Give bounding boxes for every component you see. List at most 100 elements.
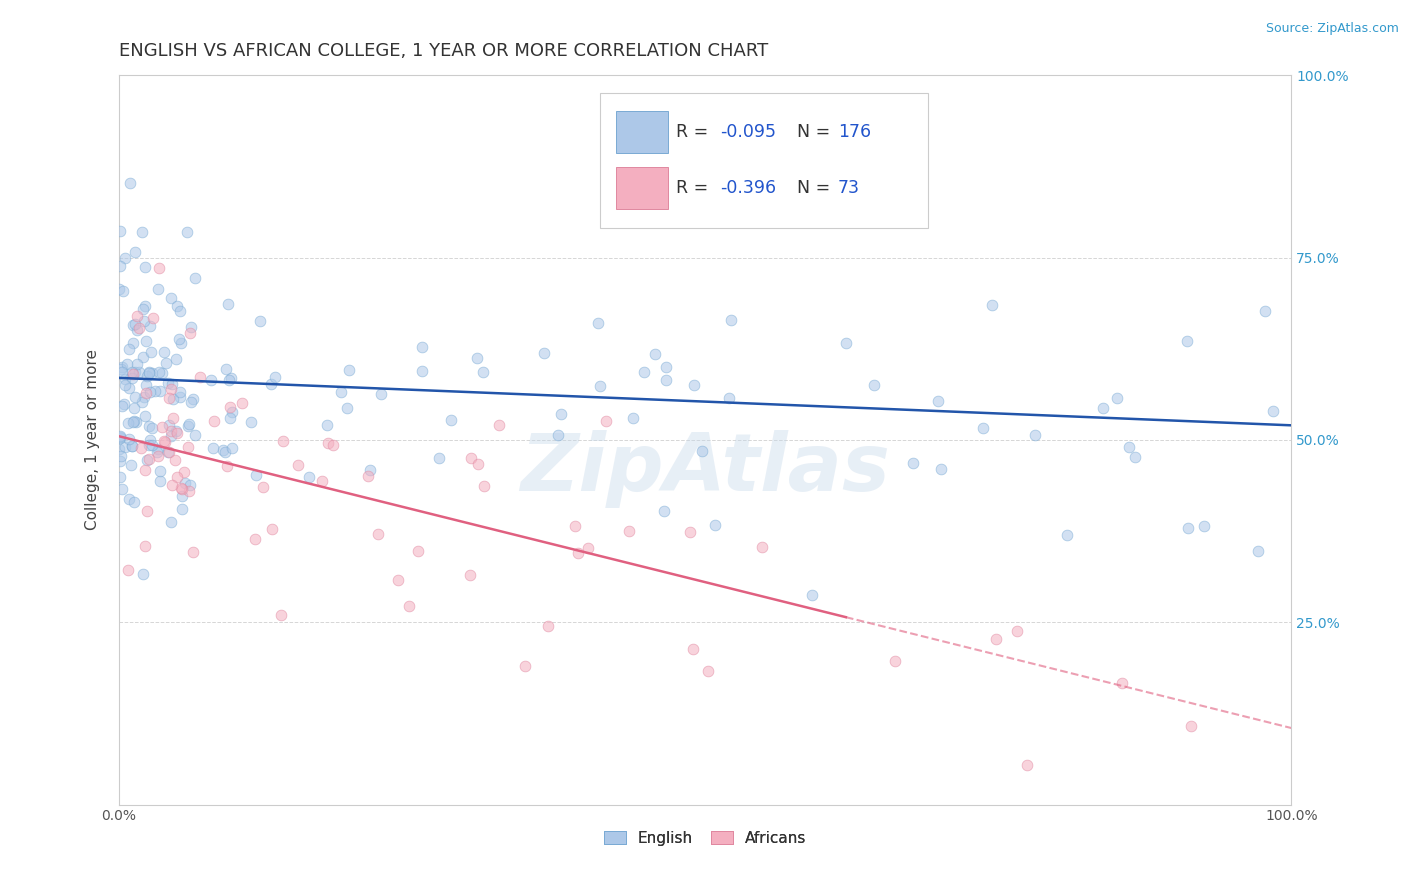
Point [682, 378, 704, 392]
Point [156, 376, 179, 390]
Point [270, 608, 292, 623]
Point [298, 469, 321, 483]
Point [153, 434, 176, 448]
Point [179, 326, 201, 341]
Point [135, 368, 157, 383]
Text: ENGLISH VS AFRICAN COLLEGE, 1 YEAR OR MORE CORRELATION CHART: ENGLISH VS AFRICAN COLLEGE, 1 YEAR OR MO… [120, 42, 768, 60]
Point [179, 484, 201, 499]
Point [114, 377, 136, 392]
Point [162, 411, 184, 425]
Point [159, 382, 181, 396]
Point [139, 385, 162, 400]
Point [146, 444, 169, 458]
Point [110, 430, 132, 444]
Point [128, 365, 150, 379]
Point [134, 463, 156, 477]
Point [177, 417, 200, 432]
Point [217, 297, 239, 311]
Point [181, 545, 204, 559]
Point [118, 343, 141, 357]
Point [595, 414, 617, 428]
Point [162, 392, 184, 406]
Point [1118, 441, 1140, 455]
Point [589, 379, 612, 393]
Point [214, 445, 236, 459]
Legend: English, Africans: English, Africans [598, 824, 813, 852]
Point [108, 454, 131, 468]
Point [155, 356, 177, 370]
Point [121, 439, 143, 453]
Point [697, 664, 720, 678]
Point [121, 366, 143, 380]
Point [215, 458, 238, 473]
Point [212, 442, 235, 457]
Point [124, 365, 146, 379]
FancyBboxPatch shape [600, 94, 928, 228]
Point [986, 632, 1008, 647]
Point [132, 350, 155, 364]
Point [633, 365, 655, 379]
Point [219, 371, 242, 385]
Point [149, 384, 172, 398]
Point [146, 282, 169, 296]
Point [120, 458, 142, 472]
Point [170, 482, 193, 496]
Point [245, 467, 267, 482]
Point [1254, 303, 1277, 318]
Point [112, 285, 135, 299]
Point [169, 482, 191, 496]
Text: N =: N = [797, 179, 835, 197]
Point [149, 464, 172, 478]
Point [174, 475, 197, 490]
Point [1180, 718, 1202, 732]
Point [157, 418, 180, 433]
Point [929, 461, 952, 475]
Text: -0.095: -0.095 [720, 123, 776, 141]
Point [1024, 427, 1046, 442]
Point [138, 437, 160, 451]
Point [160, 424, 183, 438]
Point [124, 317, 146, 331]
Point [1247, 544, 1270, 558]
Point [157, 391, 180, 405]
Point [221, 405, 243, 419]
Point [122, 336, 145, 351]
Point [411, 364, 433, 378]
Point [215, 361, 238, 376]
Point [467, 457, 489, 471]
Point [720, 312, 742, 326]
Point [231, 395, 253, 409]
Point [181, 392, 204, 407]
Point [678, 524, 700, 539]
Point [167, 332, 190, 346]
Point [155, 435, 177, 450]
Point [134, 539, 156, 553]
Point [184, 270, 207, 285]
Point [134, 299, 156, 313]
Point [311, 475, 333, 489]
Point [108, 224, 131, 238]
Point [537, 619, 560, 633]
Y-axis label: College, 1 year or more: College, 1 year or more [86, 350, 100, 531]
Point [117, 417, 139, 431]
Point [114, 371, 136, 385]
Point [122, 318, 145, 333]
Point [143, 384, 166, 399]
Point [124, 390, 146, 404]
Point [129, 441, 152, 455]
Point [169, 304, 191, 318]
Point [112, 397, 135, 411]
Point [118, 381, 141, 395]
Point [108, 442, 131, 457]
Point [315, 417, 337, 432]
Text: R =: R = [676, 179, 714, 197]
Point [619, 524, 641, 538]
Point [1175, 334, 1198, 348]
Point [387, 573, 409, 587]
Point [170, 335, 193, 350]
Point [330, 385, 353, 400]
Point [118, 432, 141, 446]
FancyBboxPatch shape [616, 167, 668, 210]
Point [152, 366, 174, 380]
Point [621, 410, 644, 425]
